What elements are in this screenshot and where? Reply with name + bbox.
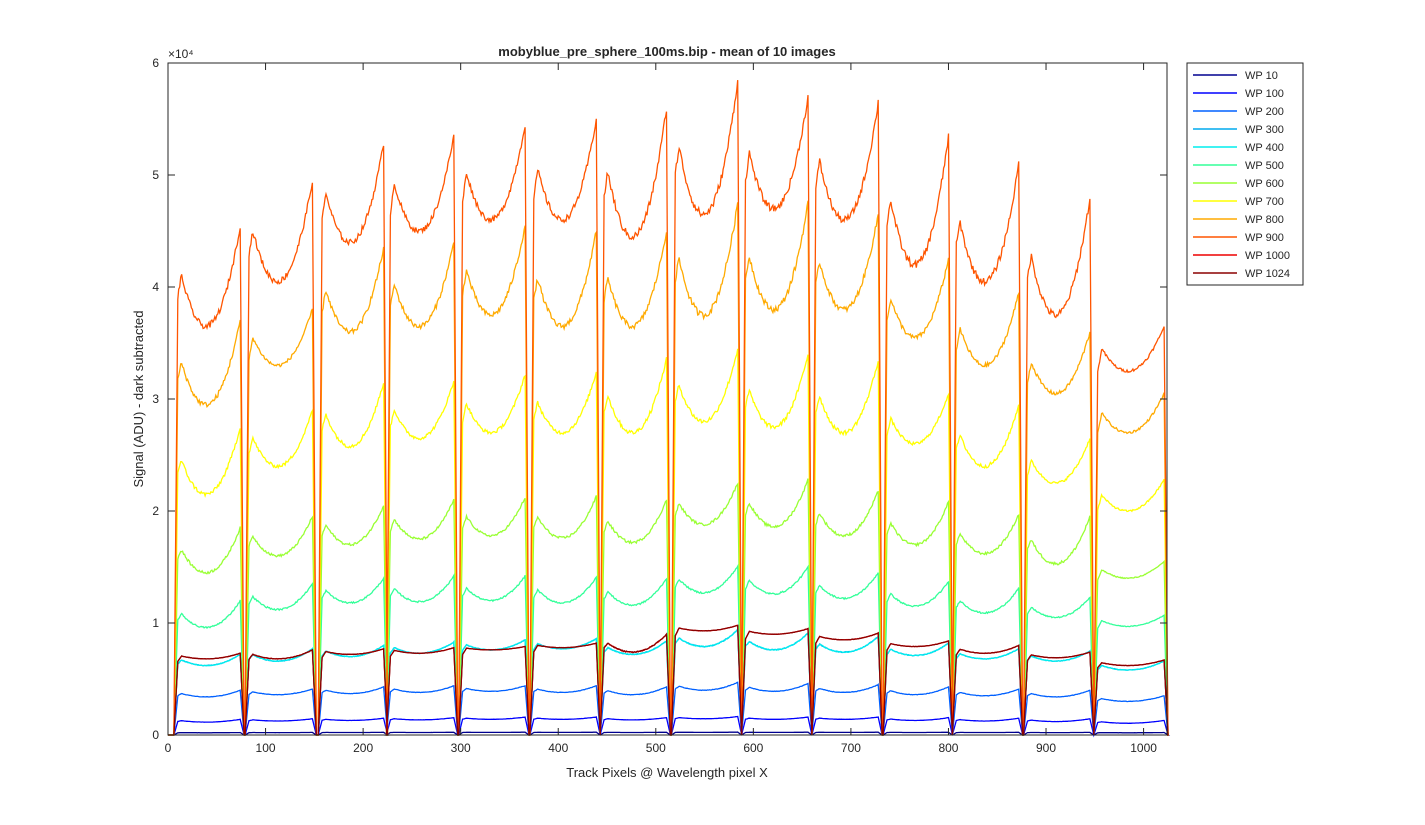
y-tick-label: 6 bbox=[152, 56, 159, 70]
legend-frame bbox=[1186, 62, 1304, 286]
x-tick-label: 800 bbox=[938, 741, 958, 755]
legend-entry: WP 700 bbox=[1245, 196, 1284, 208]
legend-entry: WP 100 bbox=[1245, 88, 1284, 100]
x-axis-label: Track Pixels @ Wavelength pixel X bbox=[566, 765, 768, 780]
y-tick-label: 3 bbox=[152, 392, 159, 406]
x-tick-label: 600 bbox=[743, 741, 763, 755]
y-tick-label: 0 bbox=[152, 728, 159, 742]
x-tick-label: 100 bbox=[256, 741, 276, 755]
legend-entry: WP 500 bbox=[1245, 160, 1284, 172]
legend-entry: WP 300 bbox=[1245, 124, 1284, 136]
legend: WP 10 WP 100 WP 200 WP 300 WP 400 WP 500 WP 60… bbox=[1186, 62, 1304, 286]
chart-title: mobyblue_pre_sphere_100ms.bip - mean of … bbox=[498, 44, 835, 59]
legend-entry: WP 400 bbox=[1245, 142, 1284, 154]
x-tick-label: 700 bbox=[841, 741, 861, 755]
y-tick-label: 4 bbox=[152, 280, 159, 294]
x-tick-label: 300 bbox=[451, 741, 471, 755]
legend-entry: WP 800 bbox=[1245, 214, 1284, 226]
y-axis-label: Signal (ADU) - dark subtracted bbox=[131, 310, 146, 487]
x-tick-label: 900 bbox=[1036, 741, 1056, 755]
y-tick-label: 5 bbox=[152, 168, 159, 182]
x-axis: 0 100 200 300 400 500 600 700 800 900 1000 bbox=[165, 63, 1157, 755]
y-tick-label: 1 bbox=[152, 616, 159, 630]
legend-entry: WP 900 bbox=[1245, 232, 1284, 244]
legend-entry: WP 600 bbox=[1245, 178, 1284, 190]
x-tick-label: 400 bbox=[548, 741, 568, 755]
x-tick-label: 500 bbox=[646, 741, 666, 755]
x-tick-label: 1000 bbox=[1130, 741, 1157, 755]
legend-entry: WP 1024 bbox=[1245, 268, 1290, 280]
y-tick-label: 2 bbox=[152, 504, 159, 518]
y-axis: 0 1 2 3 4 5 6 bbox=[152, 56, 1167, 742]
x-tick-label: 0 bbox=[165, 741, 172, 755]
x-tick-label: 200 bbox=[353, 741, 373, 755]
legend-entry: WP 200 bbox=[1245, 106, 1284, 118]
y-exponent-label: ×10⁴ bbox=[168, 47, 194, 61]
legend-entry: WP 1000 bbox=[1245, 250, 1290, 262]
legend-entry: WP 10 bbox=[1245, 70, 1278, 82]
